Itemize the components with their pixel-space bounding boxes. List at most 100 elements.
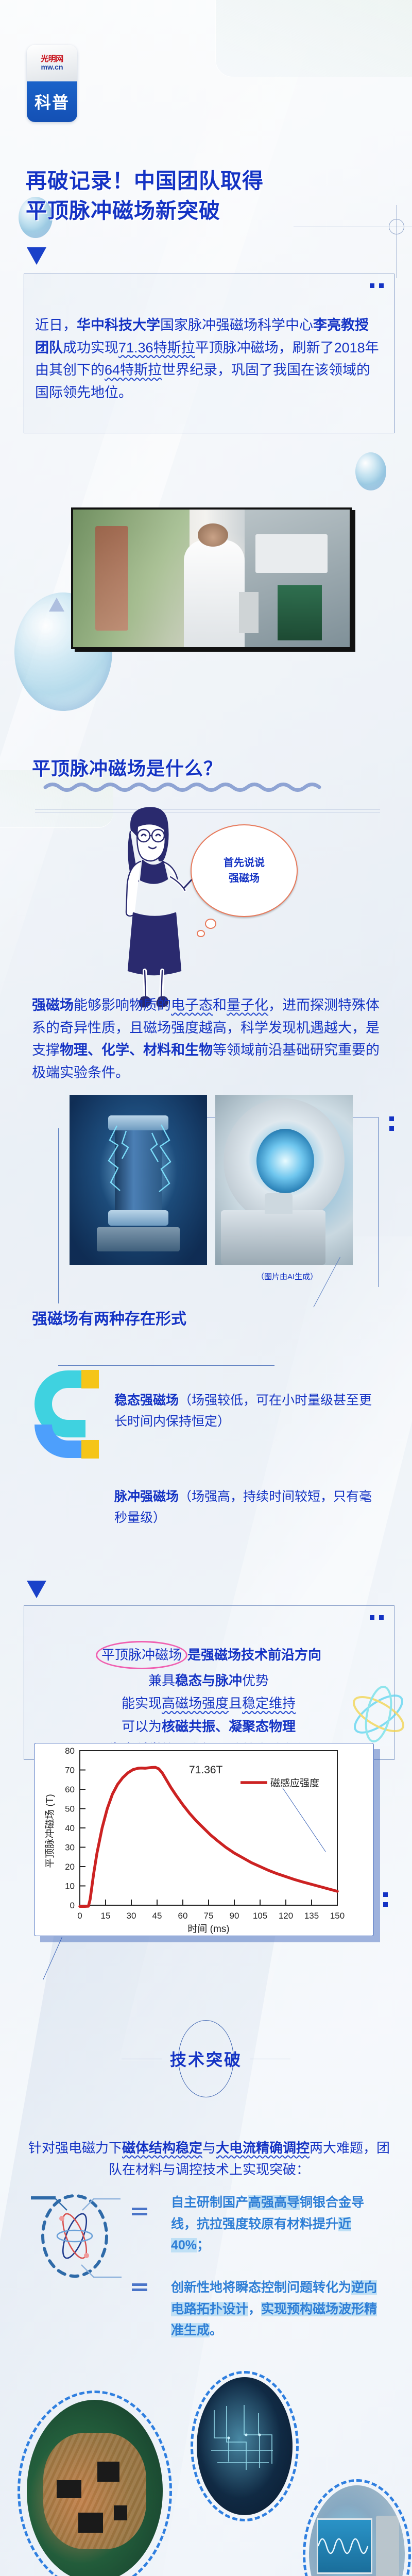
intro-value-record: 71.36特斯拉 (118, 340, 195, 355)
what-bold-tail: 物理、化学、材料和生物 (60, 1042, 213, 1058)
form-item-steady: 稳态强磁场（场强较低，可在小时量级甚至更长时间内保持恒定） (114, 1390, 382, 1432)
svg-text:70: 70 (65, 1766, 75, 1775)
what-wavy-b: 量子化 (227, 997, 268, 1013)
teacher-illustration (125, 807, 196, 1008)
logo-wordmark: 光明网 mw.cn (41, 55, 63, 71)
flattop-card (24, 1605, 394, 1760)
magnetic-field-chart: 0 10 20 30 40 50 60 70 80 0 15 30 45 60 75 90 105 120 135… (44, 1746, 345, 1935)
flattop-line-2-bold: 稳态与脉冲 (175, 1672, 242, 1688)
decorative-orb-1 (19, 197, 53, 238)
logo-kepu-text: 科普 (34, 93, 70, 112)
atom-icon (31, 2194, 122, 2278)
svg-text:45: 45 (152, 1911, 162, 1921)
intro-value-old-record: 64特斯拉 (105, 362, 162, 378)
svg-text:90: 90 (230, 1911, 239, 1921)
svg-text:75: 75 (204, 1911, 214, 1921)
section-tech-intro: 针对强电磁力下磁体结构稳定与大电流精确调控两大难题，团队在材料与调控技术上实现突… (28, 2140, 390, 2178)
section-forms-heading: 强磁场有两种存在形式 (32, 1311, 186, 1328)
page-title-line1: 再破记录！中国团队取得 (26, 169, 264, 193)
corner-panel-top (215, 0, 412, 77)
cad-screen-photo (197, 2377, 293, 2515)
flattop-highlight-term: 平顶脉冲磁场 (95, 1641, 187, 1669)
flattop-line-3: 能实现高磁场强度且稳定维持 (121, 1696, 296, 1711)
intro-card (24, 274, 394, 433)
flattop-card-dots (365, 1613, 384, 1622)
svg-text:150: 150 (330, 1911, 345, 1921)
squiggle-underline-icon (43, 783, 321, 792)
intro-bold-team: 李亮教授团队 (35, 317, 369, 355)
forms-card-dots (389, 1116, 394, 1131)
section-what-title: 平顶脉冲磁场是什么？ (32, 754, 222, 781)
section-what-title-text: 平顶脉冲磁场是什么？ (32, 758, 223, 779)
chart-side-dots (383, 1892, 388, 1907)
tech-point-1-hl-b: 近40% (171, 2216, 352, 2252)
oscilloscope-photo (309, 2485, 405, 2576)
brand-logo: 光明网 mw.cn 科普 (27, 45, 77, 122)
flattop-line-1-rest: 是强磁场技术前沿方向 (187, 1647, 322, 1663)
flattop-line-4: 可以为核磁共振、凝聚态物理 (31, 1715, 386, 1738)
tech-point-2: 创新性地将瞬态控制问题转化为逆向电路拓扑设计，实现预构磁场波形精准生成。 (171, 2280, 377, 2337)
mri-scanner-photo (215, 1095, 353, 1265)
svg-text:120: 120 (279, 1911, 293, 1921)
speech-bubble: 首先说说 强磁场 (191, 824, 298, 917)
bullet-marker-2 (132, 2283, 147, 2294)
triangle-up-icon (49, 598, 64, 612)
svg-text:71.36T: 71.36T (189, 1764, 223, 1776)
page-title-line2: 平顶脉冲磁场新突破 (26, 199, 220, 223)
svg-text:80: 80 (65, 1746, 75, 1756)
intro-bold-university: 华中科技大学 (77, 317, 160, 333)
flattop-line-4-pre: 可以为 (121, 1719, 162, 1735)
tech-intro-wavy-b: 大电流精确调控 (216, 2140, 310, 2156)
corner-panel-mid (0, 770, 113, 828)
photo-frame-left (58, 1128, 59, 1303)
svg-text:30: 30 (65, 1843, 75, 1853)
photo-frame-right (378, 1117, 379, 1287)
crosshair-circle (389, 219, 404, 234)
flattop-line-1: 平顶脉冲磁场 是强磁场技术前沿方向 (31, 1641, 386, 1669)
atom-swirl-decor (352, 1685, 405, 1743)
pcb-photo (27, 2400, 163, 2576)
tech-point-1: 自主研制国产高强高导铜银合金导线，抗拉强度较原有材料提升近40%； (171, 2195, 365, 2252)
logo-domain-text: mw.cn (41, 63, 63, 72)
magnet-icon (35, 1370, 99, 1459)
pulse-magnet-photo (70, 1095, 207, 1265)
section-what-paragraph: 强磁场能够影响物质的电子态和量子化，进而探测特殊体系的奇异性质，且磁场强度越高，… (32, 997, 380, 1081)
bubble-dot-small (197, 930, 205, 937)
bubble-dot-large (205, 919, 216, 929)
bubble-line-1: 首先说说 (224, 857, 265, 869)
triangle-down-icon-1 (27, 247, 46, 265)
svg-text:平顶脉冲磁场 (T): 平顶脉冲磁场 (T) (44, 1794, 56, 1868)
svg-text:50: 50 (65, 1804, 75, 1814)
form-item-steady-title: 稳态强磁场 (114, 1393, 179, 1408)
svg-text:20: 20 (65, 1862, 75, 1872)
chart-card: 0 10 20 30 40 50 60 70 80 0 15 30 45 60 75 90 105 120 135… (34, 1743, 374, 1936)
svg-text:0: 0 (70, 1901, 75, 1910)
what-wavy-a: 电子态 (171, 997, 213, 1013)
triangle-down-icon-2 (27, 1581, 46, 1598)
logo-bottom-panel: 科普 (27, 81, 77, 122)
svg-text:60: 60 (65, 1785, 75, 1794)
form-item-pulsed-detail: （场强高，持续时间较短，只有毫秒量级） (114, 1489, 372, 1525)
pcb-photo-ring (18, 2391, 172, 2576)
flattop-wavy-a: 高磁场强度 (161, 1696, 229, 1711)
svg-text:0: 0 (77, 1911, 82, 1921)
photo-frame-left-bottom (58, 1365, 274, 1366)
svg-text:105: 105 (253, 1911, 267, 1921)
tech-intro-wavy-a: 磁体结构稳定 (122, 2140, 202, 2156)
logo-cn-text: 光明网 (41, 55, 63, 64)
intro-paragraph: 近日，华中科技大学国家脉冲强磁场科学中心李亮教授团队成功实现71.36特斯拉平顶… (35, 317, 379, 401)
flattop-line-4-bold: 核磁共振、凝聚态物理 (162, 1719, 296, 1735)
tech-heading-text: 技术突破 (169, 2050, 242, 2069)
what-bold-lead: 强磁场 (32, 997, 74, 1013)
page-title: 再破记录！中国团队取得 平顶脉冲磁场新突破 (26, 166, 397, 226)
decorative-orb-2 (355, 452, 386, 490)
flattop-wavy-b: 稳定维持 (242, 1696, 296, 1711)
svg-text:磁感应强度: 磁感应强度 (270, 1777, 319, 1789)
ai-image-caption-1: （图片由AI生成） (256, 1273, 318, 1281)
form-item-steady-detail: （场强较低，可在小时量级甚至更长时间内保持恒定） (114, 1393, 372, 1429)
card-dots-decor (365, 281, 384, 291)
chart-leader-line-2 (43, 1937, 62, 1980)
svg-text:15: 15 (101, 1911, 111, 1921)
bullet-marker-1 (132, 2208, 147, 2218)
